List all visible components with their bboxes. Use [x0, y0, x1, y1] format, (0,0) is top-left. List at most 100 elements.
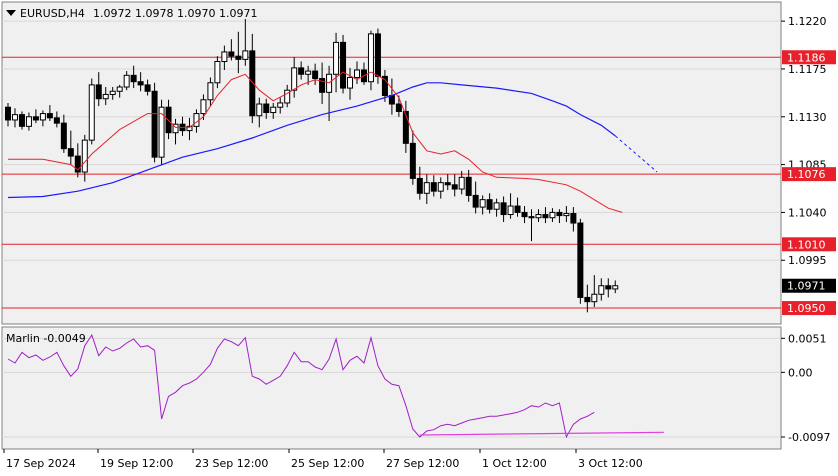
candle: [598, 278, 605, 301]
price-tick-label: 1.1040: [788, 206, 827, 219]
candle: [291, 57, 298, 98]
candle-body: [186, 125, 193, 132]
candle-body: [437, 182, 444, 192]
candle-body: [109, 90, 116, 95]
candle: [507, 193, 514, 219]
candle-body: [46, 113, 53, 119]
candle: [430, 175, 437, 197]
candle-body: [263, 103, 270, 114]
time-tick-label: 1 Oct 12:00: [482, 457, 547, 470]
candles-layer: [5, 19, 619, 313]
candle: [151, 82, 158, 163]
level-price-label: 1.0950: [787, 302, 826, 315]
candle-body: [451, 184, 458, 190]
header-symbol: EURUSD,H4: [20, 7, 85, 20]
candle: [402, 100, 409, 153]
candle: [312, 63, 319, 85]
candle-body: [584, 296, 591, 303]
header-ohlc: 1.0972 1.0978 1.0970 1.0971: [93, 7, 257, 20]
candle-body: [67, 148, 74, 157]
time-tick-label: 3 Oct 12:00: [578, 457, 643, 470]
candle: [123, 71, 130, 91]
level-price-badge: [782, 237, 836, 252]
time-tick-label: 27 Sep 12:00: [386, 457, 459, 470]
level-price-label: 1.1186: [787, 51, 826, 64]
candle: [67, 130, 74, 165]
candle: [549, 208, 556, 222]
candle-body: [577, 222, 584, 298]
price-tick-label: 1.1130: [788, 111, 827, 124]
candle: [612, 280, 619, 294]
candle-body: [151, 90, 158, 158]
candle: [367, 30, 374, 91]
candle: [32, 109, 39, 124]
candle-body: [535, 214, 542, 219]
oscillator-tick-label: -0.0097: [788, 431, 830, 444]
candle: [95, 72, 102, 107]
candle: [458, 170, 465, 195]
candle-body: [270, 106, 277, 114]
current-price-badge: [782, 278, 836, 293]
candle: [172, 118, 179, 145]
candle-body: [556, 211, 563, 217]
candle: [242, 19, 249, 66]
oscillator-panel: [1, 326, 782, 450]
level-price-badge: [782, 301, 836, 316]
price-panel: [1, 1, 782, 325]
candle-body: [395, 103, 402, 112]
candle-body: [60, 122, 67, 150]
candle-body: [486, 199, 493, 210]
candle: [563, 206, 570, 222]
candle: [493, 198, 500, 217]
candle-body: [591, 293, 598, 303]
oscillator-label: Marlin -0.0049: [6, 332, 86, 345]
candle-body: [214, 61, 221, 84]
candle-body: [423, 182, 430, 194]
candle: [305, 65, 312, 85]
candle: [472, 181, 479, 214]
candle-body: [333, 41, 340, 75]
candle: [284, 84, 291, 108]
candle-body: [242, 50, 249, 60]
candle: [528, 209, 535, 242]
candle-body: [249, 50, 256, 117]
candle-body: [472, 194, 479, 208]
candle-body: [137, 81, 144, 86]
candle-body: [493, 202, 500, 210]
candle-body: [319, 78, 326, 93]
candle-body: [102, 93, 109, 100]
candle-body: [284, 89, 291, 104]
candle: [486, 193, 493, 214]
candle-body: [193, 113, 200, 127]
candle-body: [430, 182, 437, 192]
candle-body: [374, 33, 381, 77]
candle: [158, 99, 165, 165]
candle-body: [444, 182, 451, 186]
price-tick-label: 1.1220: [788, 15, 827, 28]
candle: [137, 72, 144, 92]
level-price-label: 1.1010: [787, 238, 826, 251]
collapse-arrow-icon[interactable]: [6, 10, 16, 16]
candle: [521, 206, 528, 224]
candle-body: [500, 202, 507, 216]
candle: [109, 87, 116, 100]
candle: [221, 45, 228, 71]
candle-body: [277, 102, 284, 108]
candle: [200, 94, 207, 120]
candle: [591, 275, 598, 307]
candle: [556, 209, 563, 224]
price-tick-label: 1.1175: [788, 63, 827, 76]
candle-body: [116, 86, 123, 92]
candle-body: [514, 205, 521, 213]
candle: [535, 209, 542, 222]
candle-body: [381, 75, 388, 97]
candle: [570, 207, 577, 232]
candle-body: [207, 82, 214, 101]
candle: [479, 195, 486, 215]
candle-body: [312, 70, 319, 80]
candle-body: [563, 212, 570, 217]
candle: [263, 98, 270, 119]
time-axis: 17 Sep 2024 19 Sep 12:00 23 Sep 12:00 25 Se…: [3, 449, 643, 470]
